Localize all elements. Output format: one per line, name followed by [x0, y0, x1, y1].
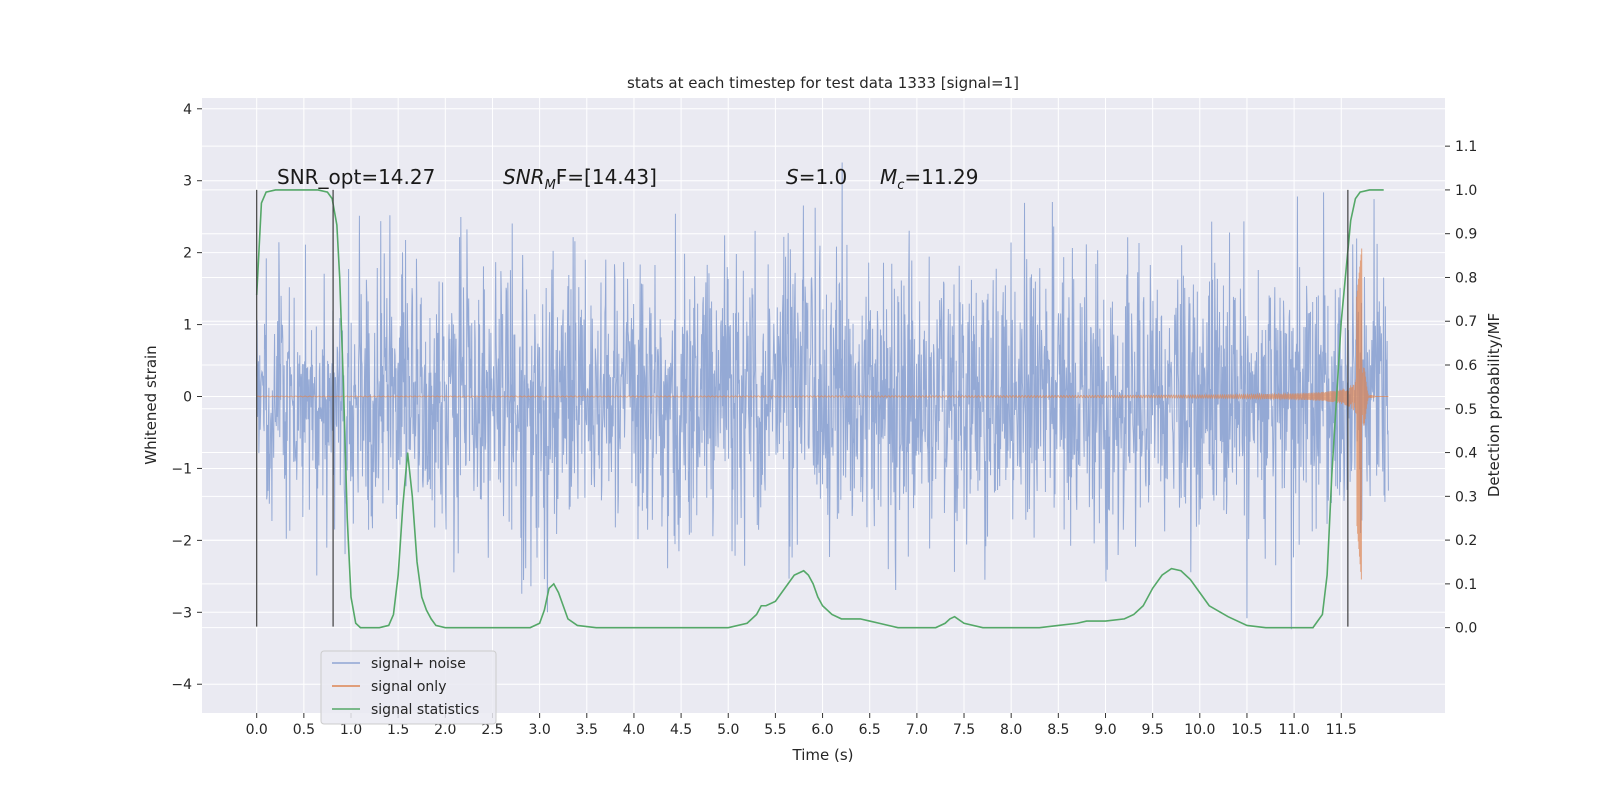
y-axis-ticks: 4 3 2 1 0 −1 −2 −3 −4	[171, 102, 202, 693]
legend-label-signal-statistics: signal statistics	[371, 702, 479, 718]
mc-symbol: M	[880, 165, 897, 189]
y-tick-label: 0	[183, 390, 192, 406]
y-tick-label: −2	[171, 533, 192, 549]
x-tick-label: 3.5	[576, 722, 598, 738]
y2-tick-label: 0.1	[1455, 577, 1477, 593]
x-tick-label: 7.0	[906, 722, 928, 738]
y-tick-label: −4	[171, 677, 192, 693]
x-tick-label: 0.5	[293, 722, 315, 738]
y-tick-label: 4	[183, 102, 192, 118]
x-tick-label: 2.5	[481, 722, 503, 738]
series-signal-only	[256, 248, 1389, 580]
mc-value: =11.29	[904, 165, 978, 189]
s-symbol: S	[786, 165, 799, 189]
y2-tick-label: 0.0	[1455, 621, 1477, 637]
y-tick-label: −1	[171, 461, 192, 477]
y2-tick-label: 0.5	[1455, 402, 1477, 418]
annotation-snr-mf: SNRMF=[14.43]	[503, 165, 657, 193]
y-tick-label: 3	[183, 174, 192, 190]
y-axis-label: Whitened strain	[142, 345, 160, 464]
legend-label-signal-only: signal only	[371, 679, 446, 695]
vertical-markers	[256, 189, 1349, 627]
y2-axis-ticks: 1.1 1.0 0.9 0.8 0.7 0.6 0.5 0.4 0.3 0.2 0.1 0.0	[1445, 139, 1477, 637]
x-tick-label: 6.0	[811, 722, 833, 738]
x-tick-label: 11.5	[1326, 722, 1357, 738]
y2-tick-label: 0.3	[1455, 489, 1477, 505]
y2-tick-label: 1.0	[1455, 183, 1477, 199]
x-axis-label: Time (s)	[792, 746, 854, 764]
x-tick-label: 1.0	[340, 722, 362, 738]
snr-mf-subscript: M	[545, 178, 556, 193]
x-tick-label: 8.5	[1047, 722, 1069, 738]
x-tick-label: 7.5	[953, 722, 975, 738]
y2-tick-label: 0.9	[1455, 227, 1477, 243]
s-value: =1.0	[799, 165, 848, 189]
y2-tick-label: 0.7	[1455, 314, 1477, 330]
x-tick-label: 0.0	[246, 722, 268, 738]
x-tick-label: 5.5	[764, 722, 786, 738]
snr-mf-value: F=[14.43]	[556, 165, 657, 189]
snr-mf-symbol: SNR	[503, 165, 545, 189]
y2-tick-label: 0.6	[1455, 358, 1477, 374]
series-signal-statistics	[255, 189, 1384, 629]
legend: signal+ noise signal only signal statist…	[320, 650, 497, 725]
x-tick-label: 9.0	[1094, 722, 1116, 738]
x-tick-label: 4.0	[623, 722, 645, 738]
y2-tick-label: 0.4	[1455, 446, 1477, 462]
x-tick-label: 9.5	[1142, 722, 1164, 738]
annotation-snr-opt: SNR_opt=14.27	[277, 165, 435, 189]
legend-box	[320, 650, 497, 725]
mc-subscript: c	[897, 178, 904, 193]
chart-title: stats at each timestep for test data 133…	[627, 74, 1019, 92]
x-tick-label: 2.0	[434, 722, 456, 738]
y-tick-label: −3	[171, 605, 192, 621]
x-tick-label: 6.5	[859, 722, 881, 738]
x-tick-label: 10.0	[1184, 722, 1215, 738]
y2-tick-label: 1.1	[1455, 139, 1477, 155]
y2-tick-label: 0.8	[1455, 270, 1477, 286]
y-tick-label: 2	[183, 246, 192, 262]
legend-label-signal-noise: signal+ noise	[371, 656, 466, 672]
y2-tick-label: 0.2	[1455, 533, 1477, 549]
y-tick-label: 1	[183, 318, 192, 334]
x-tick-label: 10.5	[1231, 722, 1262, 738]
x-tick-label: 11.0	[1279, 722, 1310, 738]
annotation-mc: Mc=11.29	[880, 165, 978, 193]
annotation-s: S=1.0	[786, 165, 847, 189]
x-tick-label: 8.0	[1000, 722, 1022, 738]
x-tick-label: 1.5	[387, 722, 409, 738]
x-tick-label: 5.0	[717, 722, 739, 738]
x-tick-label: 4.5	[670, 722, 692, 738]
y2-axis-label: Detection probability/MF	[1485, 313, 1503, 497]
series-layer	[255, 162, 1389, 630]
x-axis-ticks: 0.0 0.5 1.0 1.5 2.0 2.5 3.0 3.5 4.0 4.5 5.0 5.5 6.0 6…	[246, 713, 1357, 738]
x-tick-label: 3.0	[528, 722, 550, 738]
series-signal-noise	[256, 162, 1389, 630]
